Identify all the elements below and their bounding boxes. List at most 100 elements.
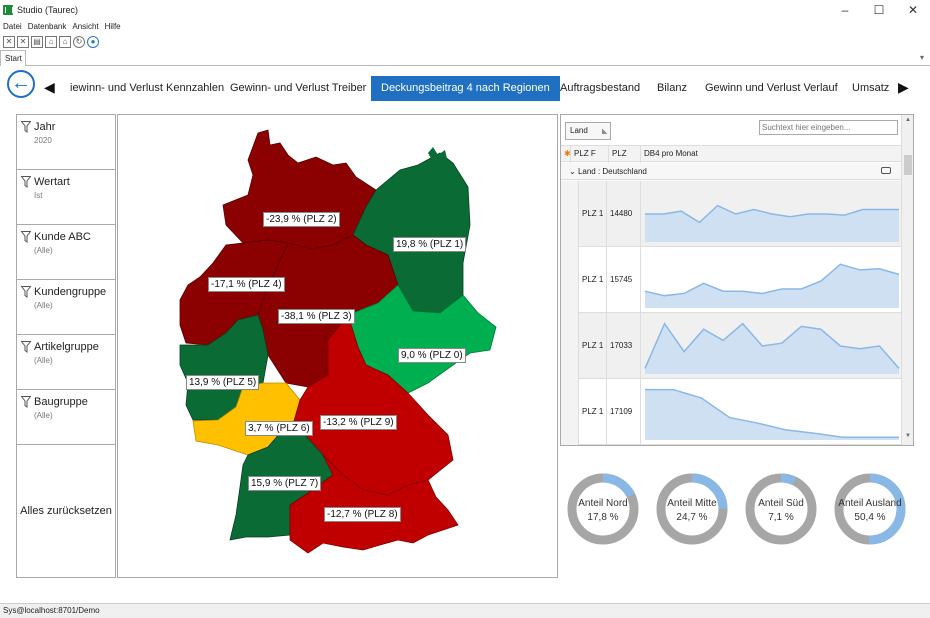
menu-ansicht[interactable]: Ansicht	[72, 22, 99, 31]
filter-value: (Alle)	[34, 411, 53, 420]
region-plz-8[interactable]	[289, 454, 459, 554]
close-all-icon[interactable]: ✕	[3, 35, 15, 48]
menu-datei[interactable]: Datei	[3, 22, 22, 31]
donut-value: 7,1 %	[768, 512, 794, 523]
row-indent	[561, 181, 579, 445]
funnel-icon	[21, 286, 31, 298]
unlock-icon[interactable]: ⌂	[59, 35, 71, 48]
map-label-plz-9: -13,2 % (PLZ 9)	[320, 415, 397, 430]
funnel-icon	[21, 176, 31, 188]
filter-baugruppe[interactable]: Baugruppe (Alle)	[17, 390, 115, 445]
donut-value: 17,8 %	[587, 512, 619, 523]
tab-gv-kennzahlen[interactable]: iewinn- und Verlust Kennzahlen	[70, 82, 225, 94]
cell-plz-f: PLZ 1	[579, 379, 607, 445]
table-row[interactable]: PLZ 1 17109	[579, 379, 903, 445]
tab-start[interactable]: Start	[0, 50, 26, 66]
map-label-plz-5: 13,9 % (PLZ 5)	[186, 375, 260, 390]
toolbar: ✕ ✕ ▤ ⌂ ⌂ ↻ ●	[0, 34, 930, 49]
nav-right-arrow-icon[interactable]: ▶	[898, 79, 909, 95]
tab-auftragsbestand[interactable]: Auftragsbestand	[560, 82, 641, 94]
menu-datenbank[interactable]: Datenbank	[27, 22, 67, 31]
table-row[interactable]: PLZ 1 17033	[579, 313, 903, 379]
sparkline-area	[645, 323, 899, 374]
print-icon[interactable]: ▤	[31, 35, 43, 48]
filter-value: (Alle)	[34, 301, 53, 310]
filter-label: Kunde ABC	[34, 231, 91, 243]
menu-bar: Datei Datenbank Ansicht Hilfe	[0, 20, 930, 33]
map-label-plz-6: 3,7 % (PLZ 6)	[245, 421, 313, 436]
filter-value: (Alle)	[34, 246, 53, 255]
minimize-button[interactable]: –	[841, 3, 849, 17]
sparkline	[644, 322, 900, 374]
filter-jahr[interactable]: Jahr 2020	[17, 115, 115, 170]
map-label-plz-8: -12,7 % (PLZ 8)	[324, 507, 401, 522]
tab-bilanz[interactable]: Bilanz	[657, 82, 687, 94]
scroll-down-icon[interactable]: ▼	[905, 433, 911, 439]
donut-label: Anteil Mitte	[667, 498, 717, 509]
close-button[interactable]: ✕	[907, 3, 919, 17]
sparkline	[645, 204, 899, 242]
filter-label: Baugruppe	[34, 396, 88, 408]
funnel-icon	[21, 231, 31, 243]
filter-artikelgruppe[interactable]: Artikelgruppe (Alle)	[17, 335, 115, 390]
menu-hilfe[interactable]: Hilfe	[104, 22, 121, 31]
tab-umsatz[interactable]: Umsatz	[852, 82, 890, 94]
donut-mitte	[656, 473, 728, 545]
sparkline-line	[644, 322, 900, 369]
cell-plz: 14480	[607, 181, 641, 247]
sparkline	[644, 263, 900, 308]
filter-kundengruppe[interactable]: Kundengruppe (Alle)	[17, 280, 115, 335]
header-plz-f[interactable]: PLZ F	[571, 146, 609, 163]
region-plz-2[interactable]	[222, 129, 377, 250]
maximize-button[interactable]: ☐	[873, 3, 885, 17]
sparkline-area	[645, 205, 899, 242]
donut-label: Anteil Ausland	[838, 498, 902, 509]
donut-share	[656, 473, 728, 545]
eye-icon[interactable]: ●	[87, 35, 99, 48]
grid-header: ✱ PLZ F PLZ DB4 pro Monat	[561, 145, 903, 163]
cell-plz-f: PLZ 1	[579, 247, 607, 313]
header-db4[interactable]: DB4 pro Monat	[644, 149, 698, 158]
donut-label: Anteil Süd	[758, 498, 804, 509]
close-doc-icon[interactable]: ✕	[17, 35, 29, 48]
title-bar: Studio (Taurec) – ☐ ✕	[0, 0, 930, 20]
table-row[interactable]: PLZ 1 15745	[579, 247, 903, 313]
group-row-deutschland[interactable]: ⌄ Land : Deutschland	[561, 163, 903, 180]
reset-all-button[interactable]: Alles zurücksetzen	[20, 504, 112, 517]
share-donuts: Anteil Nord 17,8 % Anteil Mitte 24,7 % A…	[560, 448, 914, 578]
region-plz-1-island	[428, 147, 448, 167]
collapse-group-icon[interactable]	[881, 167, 891, 174]
cell-plz: 17033	[607, 313, 641, 379]
table-row[interactable]: PLZ 1 14480	[579, 181, 903, 247]
filter-kunde-abc[interactable]: Kunde ABC (Alle)	[17, 225, 115, 280]
donut-ausland	[834, 473, 906, 545]
group-row-label: Land : Deutschland	[577, 167, 647, 176]
back-button[interactable]: ←	[7, 70, 35, 98]
tab-dropdown-icon[interactable]: ▾	[919, 53, 924, 62]
filter-wertart[interactable]: Wertart Ist	[17, 170, 115, 225]
connection-status: Sys@localhost:8701/Demo	[3, 606, 100, 615]
lock-icon[interactable]: ⌂	[45, 35, 57, 48]
donut-nord	[567, 473, 639, 545]
funnel-icon	[21, 121, 31, 133]
tab-gv-treiber[interactable]: Gewinn- und Verlust Treiber	[230, 82, 367, 94]
filter-value: (Alle)	[34, 356, 53, 365]
header-marker-icon: ✱	[561, 146, 571, 163]
document-tab-strip: Start ▾	[0, 50, 930, 66]
scroll-up-icon[interactable]: ▲	[905, 117, 911, 123]
grid-scrollbar[interactable]: ▲ ▼	[901, 115, 913, 445]
window-controls: – ☐ ✕	[828, 0, 930, 20]
refresh-icon[interactable]: ↻	[73, 35, 85, 48]
scroll-thumb[interactable]	[904, 155, 912, 175]
tab-gv-verlauf[interactable]: Gewinn und Verlust Verlauf	[705, 82, 838, 94]
plz-grid: Land ◣ ✱ PLZ F PLZ DB4 pro Monat ⌄ Land …	[560, 114, 914, 446]
tab-db4-regionen[interactable]: Deckungsbeitrag 4 nach Regionen	[371, 76, 560, 101]
search-input[interactable]	[759, 120, 898, 135]
header-plz[interactable]: PLZ	[609, 146, 641, 163]
nav-left-arrow-icon[interactable]: ◀	[44, 79, 55, 95]
cell-plz: 15745	[607, 247, 641, 313]
map-label-plz-7: 15,9 % (PLZ 7)	[248, 476, 322, 491]
map-label-plz-2: -23,9 % (PLZ 2)	[263, 212, 340, 227]
group-chip-land[interactable]: Land ◣	[565, 122, 611, 140]
sparkline-line	[645, 204, 899, 224]
